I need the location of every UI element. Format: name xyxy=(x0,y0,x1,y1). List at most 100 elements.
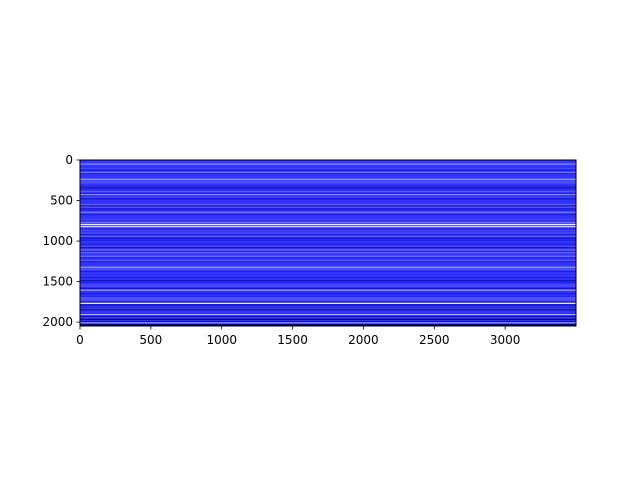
heatmap-streak xyxy=(80,284,576,286)
heatmap-streak xyxy=(80,206,576,208)
heatmap-streak xyxy=(80,296,576,298)
heatmap-streak xyxy=(80,308,576,310)
heatmap-streak xyxy=(80,266,576,268)
heatmap-band xyxy=(80,194,576,196)
heatmap-streak xyxy=(80,251,576,252)
y-tick-label: 500 xyxy=(50,194,73,208)
heatmap-streak xyxy=(80,257,576,258)
heatmap-streak xyxy=(80,220,576,222)
heatmap-streak xyxy=(80,301,576,302)
heatmap-streak xyxy=(80,225,576,227)
heatmap-image xyxy=(80,160,576,327)
heatmap-streak xyxy=(80,173,576,175)
heatmap-band xyxy=(80,289,576,291)
heatmap-streak xyxy=(80,246,576,247)
heatmap-band xyxy=(80,309,576,311)
heatmap-streak xyxy=(80,261,576,262)
heatmap-band xyxy=(80,266,576,269)
heatmap-band xyxy=(80,205,576,207)
heatmap-band xyxy=(80,318,576,321)
y-tick-label: 0 xyxy=(65,153,73,167)
heatmap-streak xyxy=(80,271,576,272)
heatmap-streak xyxy=(80,250,576,252)
heatmap-streak xyxy=(80,190,576,192)
heatmap-streak xyxy=(80,277,576,279)
heatmap-streak xyxy=(80,198,576,200)
x-tick-label: 3000 xyxy=(490,333,521,347)
heatmap-streak xyxy=(80,160,576,162)
heatmap-streak xyxy=(80,248,576,250)
heatmap-streak xyxy=(80,204,576,206)
x-tick-label: 2000 xyxy=(348,333,379,347)
heatmap-streak xyxy=(80,268,576,270)
heatmap-band xyxy=(80,186,576,188)
y-tick-label: 1000 xyxy=(42,234,73,248)
heatmap-streak xyxy=(80,180,576,182)
heatmap-streak xyxy=(80,189,576,191)
heatmap-band xyxy=(80,279,576,282)
heatmap-streak xyxy=(80,181,576,183)
heatmap-streak xyxy=(80,260,576,262)
heatmap-streak xyxy=(80,247,576,249)
heatmap-streak xyxy=(80,292,576,294)
heatmap-band xyxy=(80,178,576,180)
heatmap-streak xyxy=(80,304,576,306)
y-tick-label: 1500 xyxy=(42,275,73,289)
heatmap-bottom-band xyxy=(80,324,576,326)
heatmap-band xyxy=(80,302,576,304)
heatmap-streak xyxy=(80,221,576,223)
heatmap-streak xyxy=(80,219,576,221)
heatmap-streak xyxy=(80,243,576,245)
heatmap-streak xyxy=(80,209,576,211)
heatmap-streak xyxy=(80,301,576,304)
heatmap-streak xyxy=(80,223,576,225)
heatmap-streak xyxy=(80,208,576,210)
heatmap-streak xyxy=(80,229,576,231)
heatmap-streak xyxy=(80,237,576,239)
y-tick-label: 2000 xyxy=(42,315,73,329)
heatmap-streak xyxy=(80,188,576,189)
heatmap-streak xyxy=(80,168,576,170)
heatmap-streak xyxy=(80,282,576,283)
heatmap-streak xyxy=(80,171,576,173)
heatmap-streak xyxy=(80,316,576,317)
x-tick-label: 1500 xyxy=(277,333,308,347)
heatmap-band xyxy=(80,169,576,171)
heatmap-streak xyxy=(80,299,576,301)
heatmap-band xyxy=(80,163,576,165)
heatmap-streak xyxy=(80,296,576,297)
x-tick-label: 1000 xyxy=(206,333,237,347)
heatmap-streak xyxy=(80,269,576,271)
heatmap-streak xyxy=(80,286,576,287)
heatmap-streak xyxy=(80,239,576,241)
plot-frame xyxy=(79,159,577,327)
x-tick-label: 0 xyxy=(76,333,84,347)
heatmap-band xyxy=(80,314,576,316)
heatmap-band xyxy=(80,226,576,228)
heatmap-streak xyxy=(80,294,576,296)
x-tick-label: 500 xyxy=(139,333,162,347)
x-tick-label: 2500 xyxy=(419,333,450,347)
heatmap-streak xyxy=(80,218,576,220)
heatmap-streak xyxy=(80,203,576,205)
heatmap-streak xyxy=(80,197,576,199)
heatmap-streak xyxy=(80,182,576,184)
heatmap-band xyxy=(80,255,576,257)
heatmap-band xyxy=(80,211,576,214)
heatmap-streak xyxy=(80,233,576,235)
heatmap-band xyxy=(80,237,576,240)
heatmap-streak xyxy=(80,307,576,309)
y-axis: 0 500 1000 1500 2000 xyxy=(42,153,80,329)
heatmap-streak xyxy=(80,213,576,216)
x-axis: 0 500 1000 1500 2000 2500 3000 xyxy=(76,326,520,347)
heatmap-band xyxy=(80,322,576,324)
heatmap-streak xyxy=(80,222,576,224)
heatmap-streak xyxy=(80,232,576,233)
heatmap-streak xyxy=(80,170,576,172)
heatmap-streak xyxy=(80,236,576,237)
heatmap-streak xyxy=(80,285,576,287)
heatmap-streak xyxy=(80,185,576,187)
heatmap-streak xyxy=(80,287,576,289)
heatmap-streak xyxy=(80,321,576,323)
